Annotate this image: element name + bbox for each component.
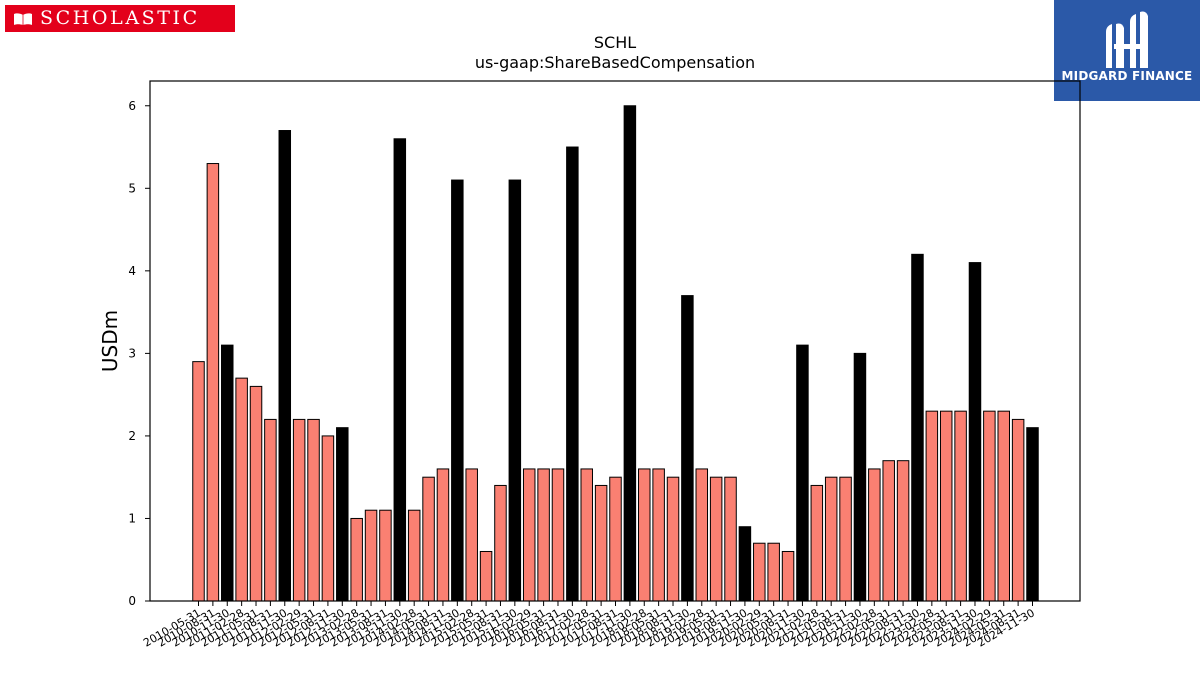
quarterly-bar <box>494 484 507 602</box>
quarterly-bar <box>824 476 838 602</box>
annual-bar <box>278 130 292 602</box>
y-tick-label: 4 <box>128 264 136 278</box>
quarterly-bar <box>264 418 277 602</box>
quarterly-bar <box>638 468 651 602</box>
y-tick-label: 6 <box>128 99 136 113</box>
quarterly-bar <box>249 385 263 602</box>
quarterly-bar <box>206 163 220 602</box>
y-tick-label: 2 <box>128 429 136 443</box>
quarterly-bar <box>364 509 378 602</box>
quarterly-bar <box>292 418 306 602</box>
quarterly-bar <box>436 468 450 602</box>
annual-bar <box>681 295 694 602</box>
open-book-icon <box>14 12 32 25</box>
annual-bar <box>853 352 867 602</box>
annual-bar <box>508 179 522 602</box>
annual-bar <box>796 344 809 602</box>
y-tick-label: 1 <box>128 511 136 525</box>
midgard-finance-wordmark: MIDGARD FINANCE <box>1061 69 1193 83</box>
chart-subtitle: us-gaap:ShareBasedCompensation <box>475 53 755 72</box>
annual-bar <box>1026 427 1039 602</box>
quarterly-bar <box>1011 418 1025 602</box>
quarterly-bar <box>580 468 593 602</box>
quarterly-bar <box>781 550 795 602</box>
quarterly-bar <box>379 509 392 602</box>
quarterly-bar <box>407 509 421 602</box>
quarterly-bar <box>479 550 493 602</box>
bar-series <box>192 105 1039 602</box>
midgard-mark-icon <box>1106 11 1148 68</box>
y-axis-label: USDm <box>98 310 122 372</box>
quarterly-bar <box>522 468 536 602</box>
quarterly-bar <box>882 460 895 602</box>
quarterly-bar <box>594 484 608 602</box>
y-axis-ticks: 0 1 2 3 4 5 6 <box>128 99 150 608</box>
plot-frame <box>149 80 1081 602</box>
scholastic-wordmark: SCHOLASTIC <box>40 7 200 29</box>
quarterly-bar <box>839 476 852 602</box>
annual-bar <box>911 253 924 602</box>
scholastic-logo: SCHOLASTIC <box>5 5 235 32</box>
quarterly-bar <box>925 410 939 602</box>
quarterly-bar <box>753 542 766 602</box>
annual-bar <box>623 105 637 602</box>
annual-bar <box>336 427 349 602</box>
annual-bar <box>393 138 407 602</box>
quarterly-bar <box>609 476 622 602</box>
quarterly-bar <box>652 468 665 602</box>
quarterly-bar <box>983 410 996 602</box>
quarterly-bar <box>868 468 881 602</box>
y-tick-label: 3 <box>128 346 136 360</box>
y-tick-label: 5 <box>128 181 136 195</box>
annual-bar <box>566 146 579 602</box>
quarterly-bar <box>465 468 478 602</box>
quarterly-bar <box>235 377 248 602</box>
quarterly-bar <box>537 468 550 602</box>
quarterly-bar <box>709 476 723 602</box>
quarterly-bar <box>724 476 737 602</box>
quarterly-bar <box>321 435 335 602</box>
quarterly-bar <box>896 460 910 602</box>
quarterly-bar <box>307 418 320 602</box>
quarterly-bar <box>350 517 363 602</box>
y-tick-label: 0 <box>128 594 136 608</box>
quarterly-bar <box>997 410 1010 602</box>
midgard-finance-logo: MIDGARD FINANCE <box>1054 0 1200 101</box>
quarterly-bar <box>422 476 435 602</box>
quarterly-bar <box>767 542 780 602</box>
quarterly-bar <box>551 468 565 602</box>
quarterly-bar <box>192 361 205 602</box>
annual-bar <box>221 344 234 602</box>
x-axis-ticks: 2010-05-312010-08-312010-11-302011-02-28… <box>141 601 1037 650</box>
quarterly-bar <box>695 468 709 602</box>
quarterly-bar <box>939 410 953 602</box>
quarterly-bar <box>954 410 967 602</box>
quarterly-bar <box>666 476 680 602</box>
chart-title: SCHL <box>594 33 636 52</box>
annual-bar <box>451 179 464 602</box>
annual-bar <box>738 526 752 602</box>
quarterly-bar <box>810 484 824 602</box>
annual-bar <box>968 262 982 602</box>
